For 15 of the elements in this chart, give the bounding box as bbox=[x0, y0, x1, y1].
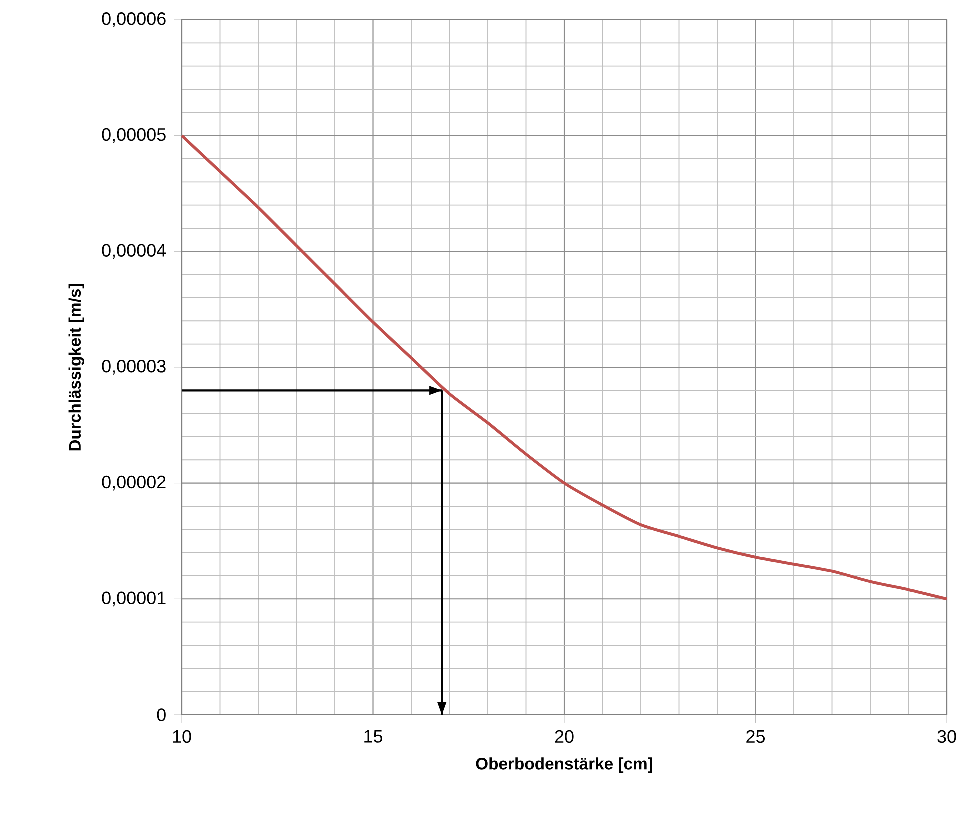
x-tick-label: 25 bbox=[746, 730, 766, 744]
x-tick-label: 10 bbox=[173, 730, 192, 744]
y-tick-label: 0,00004 bbox=[102, 244, 166, 260]
x-tick-label: 15 bbox=[364, 730, 383, 743]
y-tick-label: 0 bbox=[157, 708, 166, 722]
y-tick-label: 0,00003 bbox=[102, 360, 166, 375]
y-tick-label: 0,00002 bbox=[102, 476, 166, 491]
x-axis-title: Oberbodenstärke [cm] bbox=[476, 758, 652, 774]
y-tick-label: 0,00006 bbox=[102, 12, 166, 28]
x-tick-label: 20 bbox=[555, 730, 574, 744]
y-tick-label: 0,00001 bbox=[102, 592, 166, 607]
y-axis-title: Durchlässigkeit [m/s] bbox=[68, 284, 84, 451]
x-tick-label: 30 bbox=[938, 730, 956, 744]
y-tick-label: 0,00005 bbox=[102, 128, 166, 144]
line-series bbox=[180, 134, 948, 601]
